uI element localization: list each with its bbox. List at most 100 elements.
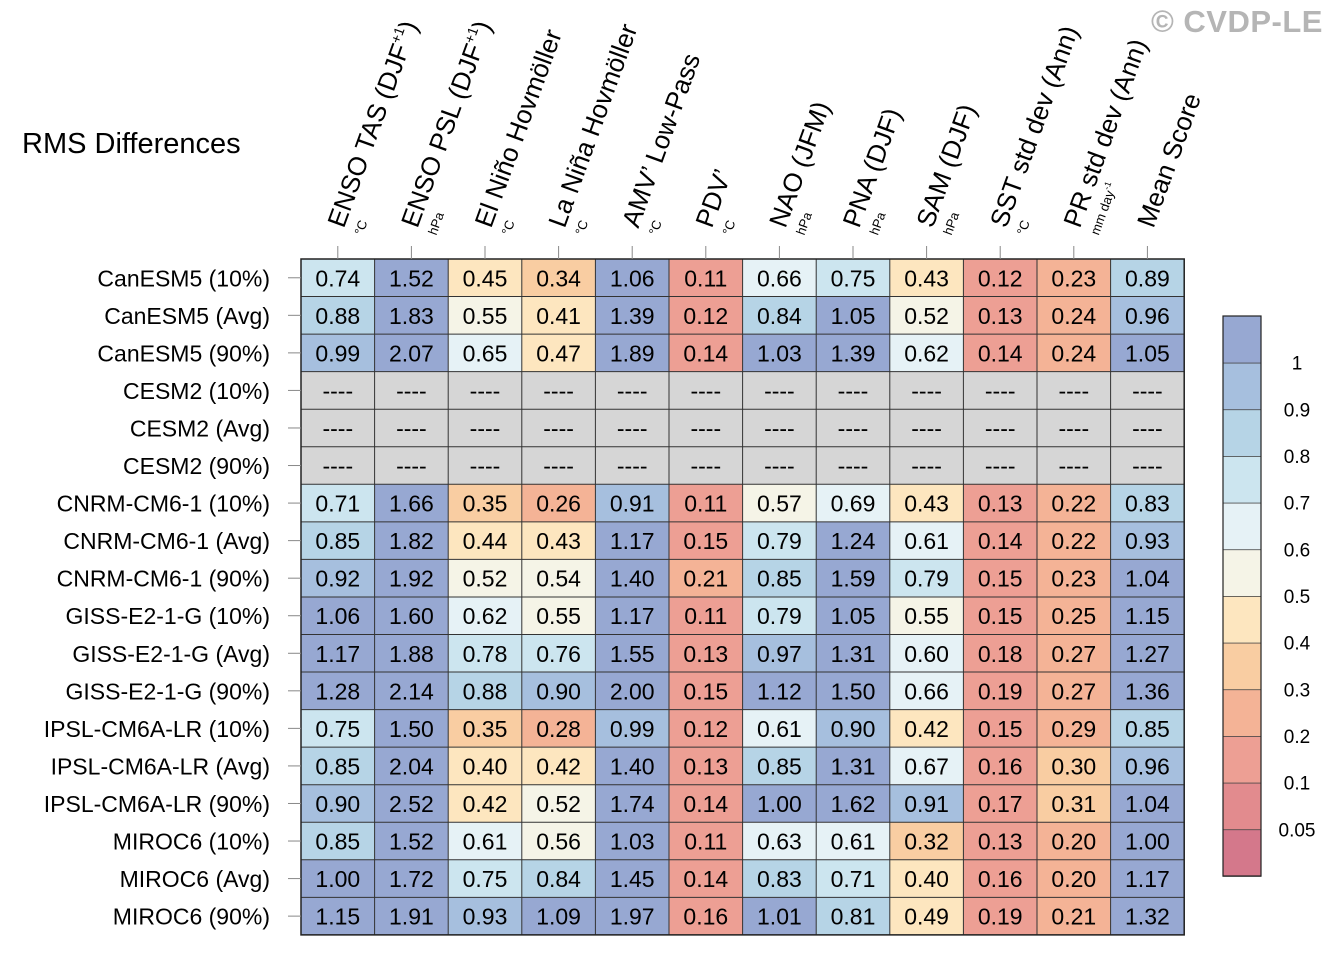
cell-value: 0.97 bbox=[757, 641, 802, 667]
colorbar-box bbox=[1222, 408, 1262, 457]
heatmap-cell bbox=[889, 822, 964, 861]
column-label: NAO (JFM) bbox=[763, 97, 836, 231]
column-labels: ENSO TAS (DJF+1)°C ENSO PSL (DJF+1)hPa El … bbox=[321, 17, 1207, 259]
heatmap-cell bbox=[301, 409, 375, 448]
heatmap-cell bbox=[1037, 446, 1111, 485]
cell-value: 1.50 bbox=[831, 678, 876, 704]
cell-value: 1.91 bbox=[389, 904, 434, 930]
cell-value: 0.81 bbox=[831, 904, 876, 930]
heatmap-cell bbox=[889, 747, 964, 786]
heatmap-cell bbox=[1110, 596, 1185, 635]
heatmap-cell bbox=[1037, 859, 1111, 898]
cell-value: 0.74 bbox=[315, 265, 360, 291]
heatmap-cell bbox=[669, 484, 743, 523]
row-label: GISS-E2-1-G (Avg) bbox=[72, 641, 270, 667]
cell-value: 0.40 bbox=[904, 866, 949, 892]
cell-value: 1.89 bbox=[610, 340, 655, 366]
cell-value: 0.52 bbox=[904, 303, 949, 329]
heatmap-cell bbox=[742, 409, 817, 448]
cell-value: 1.17 bbox=[1125, 866, 1170, 892]
cell-value: 1.04 bbox=[1125, 566, 1170, 592]
heatmap-cell bbox=[669, 259, 743, 297]
heatmap-cell bbox=[742, 672, 817, 710]
heatmap-cell bbox=[301, 709, 375, 748]
cell-value: 1.55 bbox=[610, 641, 655, 667]
heatmap-cell bbox=[1037, 521, 1111, 560]
colorbar-box bbox=[1222, 642, 1262, 691]
heatmap-cell bbox=[742, 259, 817, 297]
cell-value: 0.15 bbox=[683, 528, 728, 554]
column-label-text: NAO (JFM) bbox=[763, 97, 836, 231]
cell-value: 0.23 bbox=[1051, 265, 1096, 291]
row-labels: CanESM5 (10%) CanESM5 (Avg) CanESM5 (90%) C… bbox=[44, 265, 301, 930]
cell-value: 0.75 bbox=[831, 265, 876, 291]
heatmap-cell bbox=[448, 897, 523, 936]
heatmap-cell bbox=[374, 259, 449, 297]
heatmap-cell bbox=[889, 634, 964, 673]
heatmap-cell bbox=[374, 784, 449, 823]
heatmap-cell bbox=[1037, 334, 1111, 373]
cell-value: 0.27 bbox=[1051, 641, 1096, 667]
heatmap-cell bbox=[301, 559, 375, 598]
heatmap-cell bbox=[301, 596, 375, 635]
heatmap-cell bbox=[889, 784, 964, 823]
cell-value: 0.62 bbox=[463, 603, 508, 629]
cell-value: 0.45 bbox=[463, 265, 508, 291]
cell-value: ---- bbox=[911, 378, 942, 404]
row-label: CESM2 (Avg) bbox=[130, 415, 270, 441]
cell-value: 0.26 bbox=[536, 491, 581, 517]
heatmap-cell bbox=[595, 784, 670, 823]
colorbar-tick-label: 0.1 bbox=[1284, 774, 1310, 795]
heatmap-cell bbox=[521, 634, 596, 673]
heatmap-cell bbox=[889, 521, 964, 560]
cell-value: 0.79 bbox=[757, 603, 802, 629]
heatmap-cell bbox=[1110, 634, 1185, 673]
cell-value: ---- bbox=[985, 415, 1016, 441]
cell-value: 0.34 bbox=[536, 265, 581, 291]
colorbar-box bbox=[1222, 735, 1262, 784]
heatmap-cell bbox=[448, 334, 523, 373]
column-label-text: SAM (DJF) bbox=[910, 100, 982, 231]
heatmap-cell bbox=[1110, 259, 1185, 297]
heatmap-cell bbox=[374, 859, 449, 898]
cell-value: 0.55 bbox=[463, 303, 508, 329]
cell-value: ---- bbox=[911, 453, 942, 479]
heatmap-cell bbox=[1037, 897, 1111, 936]
column-unit: °C bbox=[351, 218, 370, 237]
cell-value: ---- bbox=[322, 415, 353, 441]
heatmap-cell bbox=[1037, 596, 1111, 635]
heatmap-cell bbox=[669, 296, 743, 335]
heatmap-cell bbox=[1110, 672, 1185, 710]
cell-value: 0.85 bbox=[315, 528, 360, 554]
heatmap-cell bbox=[521, 371, 596, 410]
heatmap-cell bbox=[669, 371, 743, 410]
heatmap-cell bbox=[301, 296, 375, 335]
heatmap-cell bbox=[742, 334, 817, 373]
cell-value: ---- bbox=[543, 453, 574, 479]
heatmap-cell bbox=[963, 859, 1038, 898]
heatmap-cell bbox=[595, 446, 670, 485]
cell-value: 1.01 bbox=[757, 904, 802, 930]
cell-value: 0.71 bbox=[831, 866, 876, 892]
heatmap-cell bbox=[742, 709, 817, 748]
heatmap-cell bbox=[816, 596, 891, 635]
heatmap-cell bbox=[816, 371, 891, 410]
heatmap-cell bbox=[816, 409, 891, 448]
cell-value: 0.21 bbox=[1051, 904, 1096, 930]
heatmap-cell bbox=[889, 484, 964, 523]
cell-value: 0.13 bbox=[978, 303, 1023, 329]
heatmap-cell bbox=[448, 747, 523, 786]
cell-value: 1.62 bbox=[831, 791, 876, 817]
cell-value: 2.14 bbox=[389, 678, 434, 704]
cell-value: 2.52 bbox=[389, 791, 434, 817]
cell-value: ---- bbox=[985, 378, 1016, 404]
colorbar-tick-label: 0.8 bbox=[1284, 447, 1310, 468]
heatmap-cell bbox=[816, 484, 891, 523]
cell-value: 0.84 bbox=[757, 303, 802, 329]
heatmap-cell bbox=[669, 409, 743, 448]
column-unit-text: °C bbox=[572, 218, 591, 237]
cell-value: 0.57 bbox=[757, 491, 802, 517]
cell-value: 0.16 bbox=[978, 866, 1023, 892]
heatmap-cell bbox=[889, 446, 964, 485]
heatmap-cell bbox=[742, 859, 817, 898]
